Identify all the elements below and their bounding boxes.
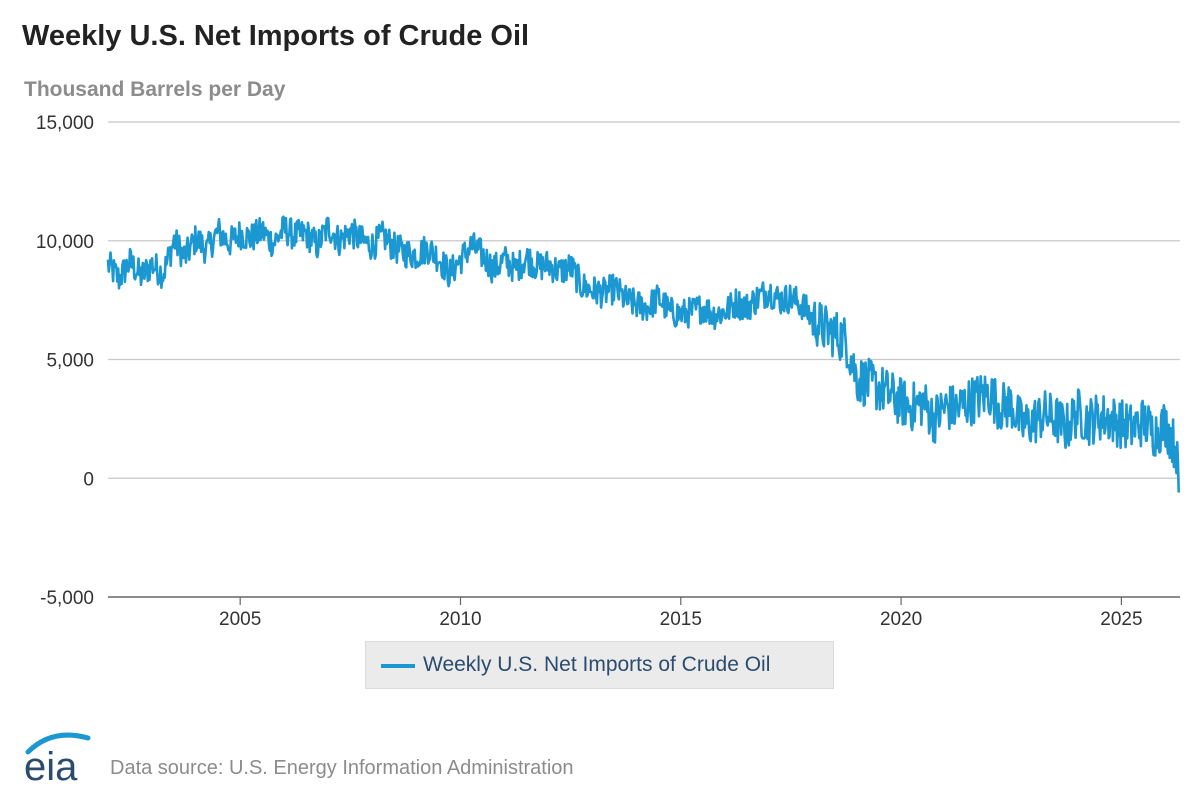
y-axis-unit-label: Thousand Barrels per Day [24,78,286,101]
x-tick-label: 2015 [660,609,702,630]
series-line-net-imports[interactable] [106,215,1180,493]
eia-logo: eia [24,732,91,786]
x-tick-label: 2005 [219,609,261,630]
legend-swatch [381,664,415,668]
svg-text:eia: eia [24,745,78,786]
legend[interactable]: Weekly U.S. Net Imports of Crude Oil [365,641,834,689]
y-tick-label: 0 [83,469,94,490]
x-tick-label: 2010 [439,609,481,630]
y-tick-label: -5,000 [40,588,94,609]
legend-item-label: Weekly U.S. Net Imports of Crude Oil [423,653,771,676]
y-tick-label: 5,000 [46,351,94,372]
chart-title: Weekly U.S. Net Imports of Crude Oil [22,20,530,52]
y-tick-label: 15,000 [36,113,94,134]
data-source-note: Data source: U.S. Energy Information Adm… [110,757,574,779]
y-tick-label: 10,000 [36,232,94,253]
x-tick-label: 2020 [880,609,922,630]
x-tick-label: 2025 [1100,609,1142,630]
